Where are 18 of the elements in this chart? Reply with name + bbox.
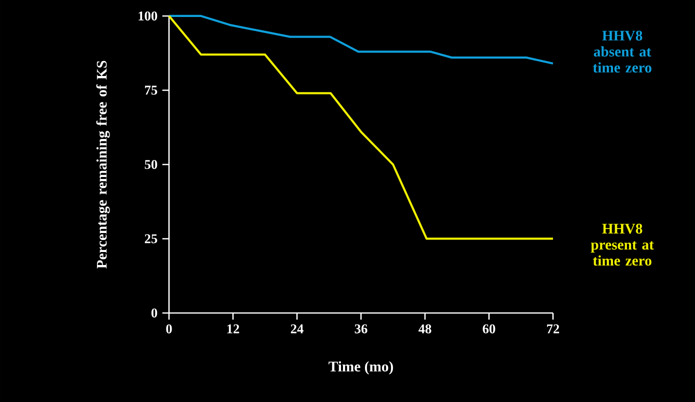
y-tick-label: 50 [144, 160, 158, 169]
x-tick-label: 72 [547, 324, 560, 334]
x-tick-label: 12 [227, 324, 240, 334]
x-tick-label: 36 [354, 324, 368, 334]
text: HHV8 present at time zero [590, 224, 654, 266]
x-tick-label: 48 [418, 324, 432, 334]
line-series [168, 14, 554, 240]
x-axis-title: Time (mo) [328, 361, 394, 374]
x-tick-label: 0 [166, 324, 172, 334]
y-tick-label: 75 [145, 86, 158, 95]
x-tick-label: 24 [290, 324, 304, 334]
text: HHV8 absent at time zero [592, 30, 652, 73]
x-tick-label: 60 [482, 324, 496, 334]
line-series [168, 14, 554, 65]
y-tick-label: 25 [144, 234, 158, 244]
y-axis-title: Percentage remaining free of KS [96, 60, 110, 269]
y-tick-label: 0 [151, 308, 158, 318]
y-tick-label: 100 [138, 11, 158, 20]
